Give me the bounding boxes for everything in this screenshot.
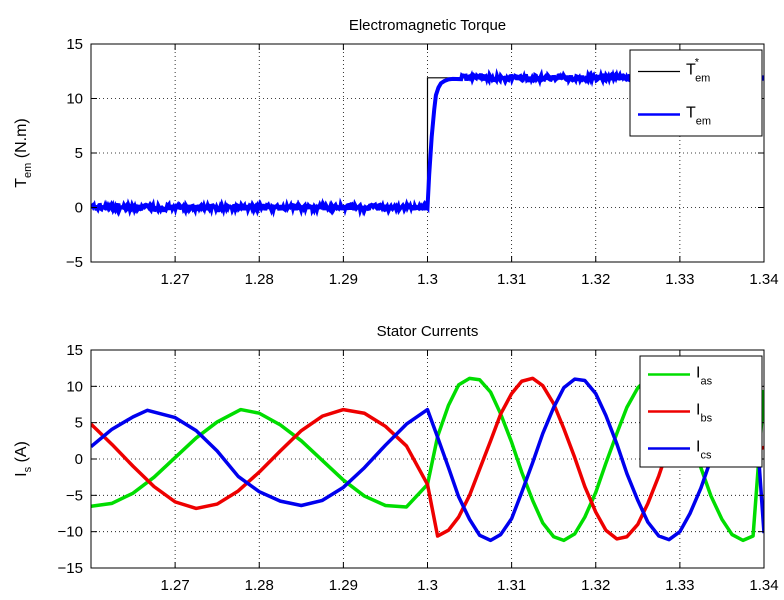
y-tick-label: 15	[66, 342, 83, 359]
y-tick-label: 10	[66, 378, 83, 395]
x-tick-label: 1.28	[245, 577, 274, 594]
legend: T* em Tem	[629, 49, 763, 137]
legend-box	[629, 49, 763, 137]
x-tick-label: 1.32	[581, 271, 610, 288]
chart-title: Stator Currents	[377, 323, 479, 340]
legend-label: Tem	[686, 105, 711, 128]
x-tick-label: 1.34	[749, 271, 778, 288]
x-tick-label: 1.28	[245, 271, 274, 288]
legend-label: Ibs	[696, 402, 713, 425]
x-tick-label: 1.27	[161, 271, 190, 288]
legend-label: Ics	[696, 439, 712, 462]
x-tick-label: 1.3	[417, 271, 438, 288]
y-axis-label: Is (A)	[13, 441, 34, 477]
legend-label: Ias	[696, 365, 713, 388]
y-tick-label: −15	[58, 560, 83, 577]
x-tick-label: 1.27	[161, 577, 190, 594]
x-tick-label: 1.29	[329, 271, 358, 288]
y-tick-label: 10	[66, 91, 83, 108]
y-tick-label: 0	[75, 200, 83, 217]
chart-title: Electromagnetic Torque	[349, 17, 506, 34]
x-tick-label: 1.31	[497, 577, 526, 594]
x-tick-label: 1.3	[417, 577, 438, 594]
y-tick-label: −10	[58, 524, 83, 541]
x-tick-label: 1.33	[665, 577, 694, 594]
y-tick-label: −5	[66, 254, 83, 271]
y-tick-label: 15	[66, 36, 83, 53]
y-tick-label: 0	[75, 451, 83, 468]
legend: Ias Ibs Ics	[639, 355, 763, 468]
y-tick-label: 5	[75, 415, 83, 432]
x-tick-label: 1.29	[329, 577, 358, 594]
x-tick-label: 1.31	[497, 271, 526, 288]
legend-label: T* em	[686, 57, 710, 85]
y-tick-label: −5	[66, 487, 83, 504]
y-tick-label: 5	[75, 145, 83, 162]
y-axis-label: Tem (N.m)	[13, 118, 34, 188]
x-tick-label: 1.34	[749, 577, 778, 594]
series-line-i-cs	[91, 375, 764, 543]
x-tick-label: 1.32	[581, 577, 610, 594]
stator-currents-chart: Stator Currents 1.27 1.28 1.29 1.3 1.31 1.32 1.…	[13, 323, 779, 594]
torque-chart: Electromagnetic Torque 1.27 1.28 1.29 1.3 1.3…	[13, 17, 779, 288]
x-tick-label: 1.33	[665, 271, 694, 288]
